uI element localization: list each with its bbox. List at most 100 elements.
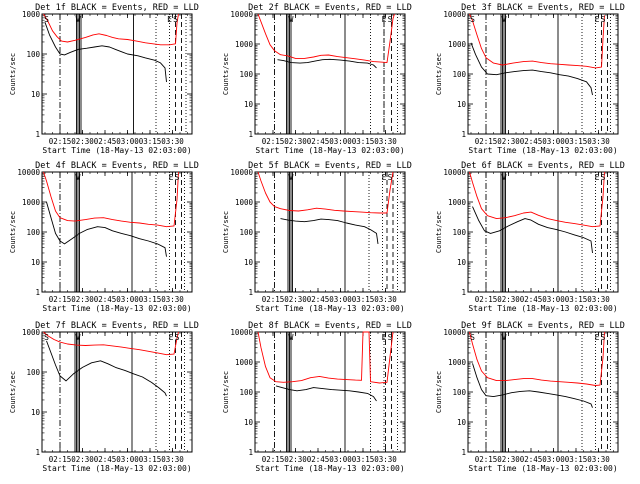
plot-frame <box>41 13 193 135</box>
x-tick-label: 03:15 <box>565 295 588 304</box>
plot-frame <box>254 13 406 135</box>
panel-title: Det 3f BLACK = Events, RED = LLD <box>461 3 625 13</box>
marker-annotation: S <box>175 333 180 342</box>
y-tick-label: 1000 <box>235 198 254 207</box>
lld-rate-line <box>257 171 394 214</box>
detector-panel: Det 3f BLACK = Events, RED = LLD Start Ti… <box>435 3 625 155</box>
x-tick-label: 03:00 <box>329 295 352 304</box>
lld-rate-line <box>257 13 395 64</box>
marker-annotation: S <box>44 333 49 342</box>
panel-title: Det 8f BLACK = Events, RED = LLD <box>248 321 412 331</box>
y-axis-label: Counts/sec <box>222 53 230 95</box>
x-tick-label: 03:30 <box>587 455 610 464</box>
x-tick-label: 03:00 <box>542 295 565 304</box>
y-axis-label: Counts/sec <box>222 211 230 253</box>
x-axis-label: Start Time (18-May-13 02:03:00) <box>42 146 191 155</box>
marker-annotation: S <box>470 333 475 342</box>
x-tick-label: 03:00 <box>542 137 565 146</box>
detector-panel: Det 8f BLACK = Events, RED = LLD Start Ti… <box>222 321 412 473</box>
x-tick-label: 02:45 <box>307 455 330 464</box>
x-tick-label: 02:15 <box>475 137 498 146</box>
marker-annotation: S <box>601 15 606 24</box>
y-axis-label: Counts/sec <box>435 371 443 413</box>
y-tick-label: 100 <box>239 228 253 237</box>
marker-annotation: E <box>595 333 600 342</box>
marker-annotation: W <box>502 173 507 182</box>
marker-annotation: W <box>76 333 81 342</box>
marker-annotation: W <box>502 333 507 342</box>
y-tick-label: 100 <box>239 70 253 79</box>
x-tick-label: 02:15 <box>262 137 285 146</box>
x-tick-label: 03:15 <box>352 295 375 304</box>
y-tick-label: 1 <box>461 448 466 457</box>
x-tick-label: 03:30 <box>587 137 610 146</box>
marker-annotation: E <box>595 173 600 182</box>
x-tick-label: 02:45 <box>520 455 543 464</box>
y-tick-label: 1 <box>35 288 40 297</box>
y-tick-label: 1000 <box>22 328 41 337</box>
y-tick-label: 100 <box>239 388 253 397</box>
detector-panel: Det 4f BLACK = Events, RED = LLD Start Ti… <box>9 161 199 313</box>
x-tick-label: 02:45 <box>307 137 330 146</box>
x-tick-label: 02:45 <box>307 295 330 304</box>
y-axis-label: Counts/sec <box>9 53 17 95</box>
events-rate-line <box>472 363 593 408</box>
marker-annotation: W <box>76 15 81 24</box>
events-rate-line <box>470 42 593 96</box>
x-axis-label: Start Time (18-May-13 02:03:00) <box>42 304 191 313</box>
marker-annotation: W <box>289 333 294 342</box>
y-tick-label: 100 <box>26 50 40 59</box>
x-tick-label: 03:15 <box>352 455 375 464</box>
lld-rate-line <box>469 171 605 228</box>
plot-frame <box>41 331 193 453</box>
y-tick-label: 100 <box>26 228 40 237</box>
events-rate-line <box>44 22 167 83</box>
y-tick-label: 1000 <box>448 40 467 49</box>
lld-rate-line <box>43 13 179 46</box>
events-rate-line <box>472 206 593 254</box>
y-axis-label: Counts/sec <box>435 53 443 95</box>
y-tick-label: 10 <box>31 408 41 417</box>
x-tick-label: 02:45 <box>520 137 543 146</box>
panel-title: Det 6f BLACK = Events, RED = LLD <box>461 161 625 171</box>
x-tick-label: 02:30 <box>71 137 94 146</box>
y-tick-label: 1 <box>35 130 40 139</box>
y-tick-label: 10000 <box>443 10 466 19</box>
detector-panel: Det 2f BLACK = Events, RED = LLD Start Ti… <box>222 3 412 155</box>
x-tick-label: 03:15 <box>352 137 375 146</box>
y-tick-label: 10 <box>31 258 41 267</box>
x-tick-label: 03:00 <box>329 455 352 464</box>
marker-annotation: E <box>382 333 387 342</box>
marker-annotation: S <box>388 15 393 24</box>
x-axis-label: Start Time (18-May-13 02:03:00) <box>255 464 404 473</box>
lld-rate-line <box>469 331 605 386</box>
lld-rate-line <box>43 331 179 356</box>
panel-title: Det 1f BLACK = Events, RED = LLD <box>35 3 199 13</box>
y-tick-label: 1000 <box>22 198 41 207</box>
y-axis-label: Counts/sec <box>9 211 17 253</box>
y-tick-label: 1000 <box>22 10 41 19</box>
marker-annotation: S <box>175 173 180 182</box>
x-tick-label: 03:30 <box>161 455 184 464</box>
x-tick-label: 03:15 <box>565 137 588 146</box>
y-tick-label: 1000 <box>235 40 254 49</box>
lld-rate-line <box>469 13 605 69</box>
panel-title: Det 5f BLACK = Events, RED = LLD <box>248 161 412 171</box>
x-axis-label: Start Time (18-May-13 02:03:00) <box>468 146 617 155</box>
y-axis-label: Counts/sec <box>9 371 17 413</box>
marker-annotation: W <box>76 173 81 182</box>
y-tick-label: 10000 <box>17 168 40 177</box>
x-tick-label: 03:30 <box>374 295 397 304</box>
marker-annotation: S <box>388 173 393 182</box>
y-axis-label: Counts/sec <box>222 371 230 413</box>
x-tick-label: 02:45 <box>94 295 117 304</box>
marker-annotation: S <box>470 15 475 24</box>
x-tick-label: 03:30 <box>587 295 610 304</box>
y-tick-label: 1 <box>248 448 253 457</box>
y-tick-label: 1 <box>461 130 466 139</box>
detector-panel: Det 9f BLACK = Events, RED = LLD Start Ti… <box>435 321 625 473</box>
y-tick-label: 10 <box>457 418 467 427</box>
x-tick-label: 02:30 <box>497 295 520 304</box>
